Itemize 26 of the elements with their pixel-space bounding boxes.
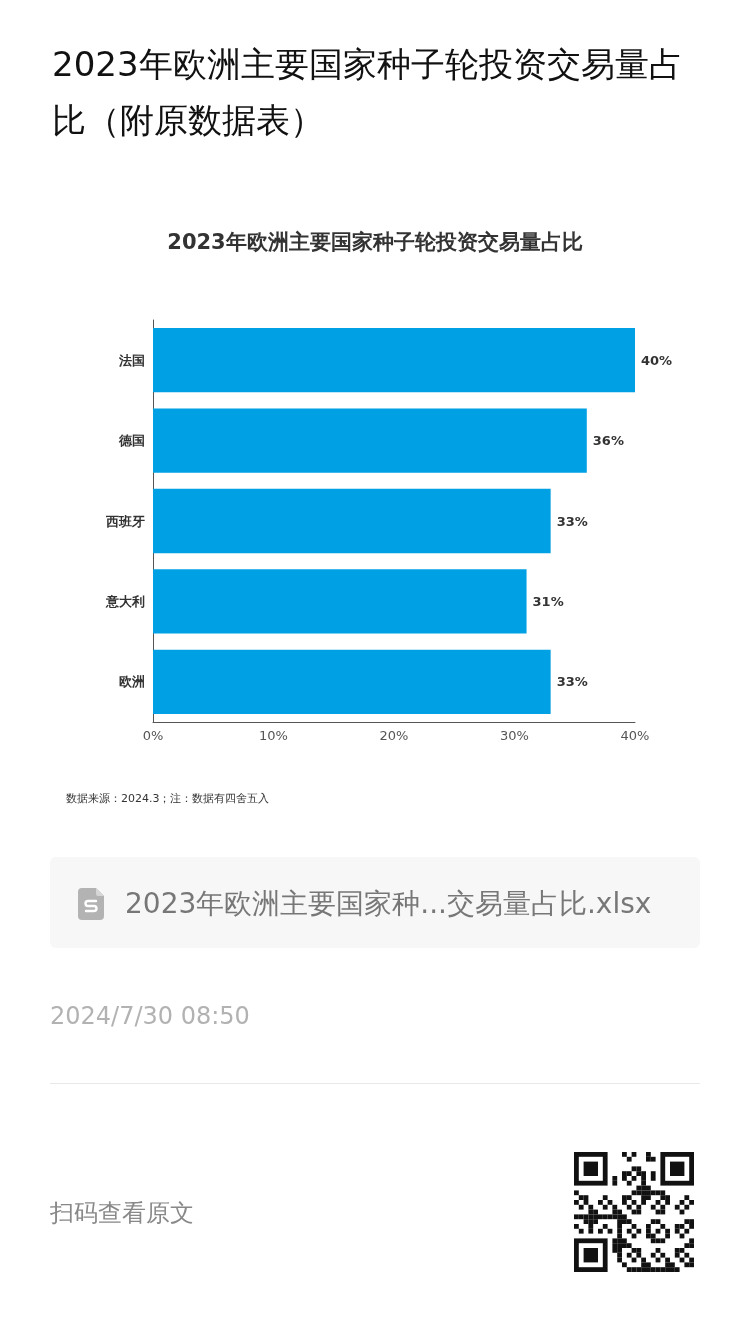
data-label: 36% bbox=[592, 433, 624, 449]
text: 2024/7/30 08:50 bbox=[50, 1002, 250, 1030]
y-tick-label: 意大利 bbox=[105, 593, 145, 609]
y-tick-label: 欧洲 bbox=[119, 674, 145, 690]
chart-subtitle: 2023年欧洲主要国家种子轮投资交易量占比 bbox=[167, 229, 583, 254]
data-label: 33% bbox=[556, 674, 588, 690]
x-tick-label: 10% bbox=[259, 728, 288, 743]
y-tick-label: 德国 bbox=[118, 433, 145, 449]
source-note: 数据来源：2024.3；注：数据有四舍五入 bbox=[66, 791, 270, 806]
x-tick-label: 0% bbox=[142, 728, 164, 743]
y-tick-label: 西班牙 bbox=[105, 513, 145, 529]
bar bbox=[153, 408, 587, 473]
chart-title: 2023年欧洲主要国家种子轮投资交易量占比（附原数据表） bbox=[52, 43, 684, 142]
text: 扫码查看原文 bbox=[50, 1198, 194, 1229]
bar bbox=[153, 488, 551, 554]
x-tick-label: 40% bbox=[620, 728, 650, 743]
bar bbox=[153, 328, 635, 393]
data-label: 33% bbox=[556, 513, 588, 529]
x-tick-label: 20% bbox=[379, 728, 409, 743]
data-label: 31% bbox=[532, 593, 564, 609]
x-tick-label: 30% bbox=[500, 728, 529, 743]
data-label: 40% bbox=[641, 352, 673, 368]
text: 2023年欧洲主要国家种...交易量占比.xlsx bbox=[125, 886, 652, 922]
y-tick-label: 法国 bbox=[118, 352, 145, 368]
bar bbox=[153, 569, 527, 634]
bar bbox=[153, 649, 551, 714]
